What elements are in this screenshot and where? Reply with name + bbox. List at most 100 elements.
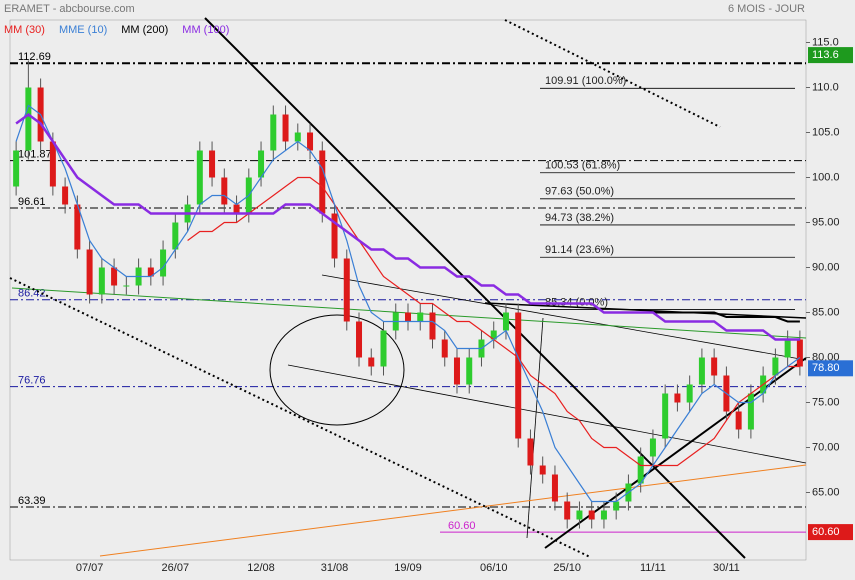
candle-body xyxy=(319,150,326,214)
candle-body xyxy=(356,321,363,358)
candle-body xyxy=(711,357,718,376)
candle-body xyxy=(600,510,607,520)
level-label: 101.87 xyxy=(18,149,52,161)
fibonacci-label: 91.14 (23.6%) xyxy=(545,244,614,256)
candle-body xyxy=(772,357,779,376)
price-tag-label: 113.6 xyxy=(812,49,839,61)
candle-body xyxy=(62,186,69,205)
candle-body xyxy=(123,285,130,287)
level-label: 76.76 xyxy=(18,375,46,387)
level-label: 60.60 xyxy=(448,520,476,532)
candle-body xyxy=(343,258,350,322)
candle-body xyxy=(662,393,669,439)
level-label: 63.39 xyxy=(18,495,46,507)
x-tick-label: 11/11 xyxy=(640,562,666,574)
fibonacci-label: 97.63 (50.0%) xyxy=(545,186,614,198)
candle-body xyxy=(551,474,558,502)
x-tick-label: 07/07 xyxy=(76,562,104,574)
y-tick-label: 75.00 xyxy=(812,396,840,408)
candle-body xyxy=(576,510,583,520)
candle-body xyxy=(74,204,81,250)
price-tag xyxy=(808,524,853,541)
legend-entry: MM (30) xyxy=(4,24,45,36)
y-tick-label: 95.00 xyxy=(812,216,840,228)
legend-entry: MM (200) xyxy=(121,24,168,36)
trendline xyxy=(504,19,721,128)
candle-body xyxy=(649,438,656,457)
candle-body xyxy=(13,150,20,187)
candle-body xyxy=(588,510,595,520)
y-tick-label: 110.0 xyxy=(812,81,839,93)
candle-body xyxy=(111,267,118,286)
level-label: 96.61 xyxy=(18,196,46,208)
candle-body xyxy=(25,87,32,151)
chart-title: ERAMET - abcbourse.com xyxy=(4,3,135,15)
candle-body xyxy=(453,357,460,385)
fibonacci-label: 100.53 (61.8%) xyxy=(545,160,620,172)
trendline xyxy=(99,464,807,557)
candle-body xyxy=(796,339,803,367)
candle-body xyxy=(613,501,620,511)
candle-body xyxy=(331,213,338,259)
trendline xyxy=(287,364,807,464)
y-tick-label: 65.00 xyxy=(812,486,840,498)
price-tag-label: 60.60 xyxy=(812,526,840,538)
candle-body xyxy=(527,438,534,466)
ma-line xyxy=(15,104,801,503)
legend-entry: MM (100) xyxy=(182,24,229,36)
candle-body xyxy=(515,312,522,439)
x-tick-label: 06/10 xyxy=(480,562,508,574)
candle-body xyxy=(784,339,791,358)
candle-body xyxy=(233,204,240,214)
x-tick-label: 30/11 xyxy=(713,562,740,574)
candle-body xyxy=(221,177,228,205)
y-tick-label: 115.0 xyxy=(812,36,839,48)
candle-body xyxy=(564,501,571,520)
candle-body xyxy=(466,357,473,385)
candle-body xyxy=(539,465,546,475)
candle-body xyxy=(270,114,277,151)
candle-body xyxy=(307,132,314,151)
candle-body xyxy=(637,456,644,484)
y-tick-label: 100.0 xyxy=(812,171,840,183)
y-tick-label: 70.00 xyxy=(812,441,840,453)
grid-layer: 65.0070.0075.0080.0085.0090.0095.00100.0… xyxy=(10,36,840,574)
x-tick-label: 12/08 xyxy=(247,562,275,574)
x-tick-label: 31/08 xyxy=(321,562,349,574)
candle-body xyxy=(417,312,424,322)
candle-body xyxy=(282,114,289,142)
candle-body xyxy=(380,330,387,367)
trendline xyxy=(321,274,807,361)
ellipse xyxy=(269,314,405,426)
candle-body xyxy=(674,393,681,403)
price-tag xyxy=(808,47,853,64)
fibonacci-label: 94.73 (38.2%) xyxy=(545,212,614,224)
candle-body xyxy=(172,222,179,250)
candle-body xyxy=(686,384,693,403)
marks-layer xyxy=(13,60,803,529)
trendline xyxy=(484,302,807,319)
price-tag xyxy=(808,360,853,377)
y-tick-label: 90.00 xyxy=(812,261,840,273)
candle-body xyxy=(160,249,167,277)
chart-subtitle: 6 MOIS - JOUR xyxy=(728,3,805,15)
candle-body xyxy=(441,339,448,358)
x-tick-label: 26/07 xyxy=(162,562,190,574)
level-label: 112.69 xyxy=(18,51,51,63)
candle-body xyxy=(294,132,301,142)
candle-body xyxy=(147,267,154,277)
y-tick-label: 85.00 xyxy=(812,306,840,318)
candle-body xyxy=(429,312,436,340)
candle-body xyxy=(698,357,705,385)
candle-body xyxy=(209,150,216,178)
price-tag-label: 78.80 xyxy=(812,362,840,374)
trendline xyxy=(526,317,544,539)
ma-line xyxy=(15,112,800,341)
candle-body xyxy=(490,330,497,340)
level-label: 86.42 xyxy=(18,288,46,300)
legend-entry: MME (10) xyxy=(59,24,107,36)
x-tick-label: 19/09 xyxy=(394,562,422,574)
ma-line xyxy=(628,311,800,323)
trendlines xyxy=(9,17,807,559)
